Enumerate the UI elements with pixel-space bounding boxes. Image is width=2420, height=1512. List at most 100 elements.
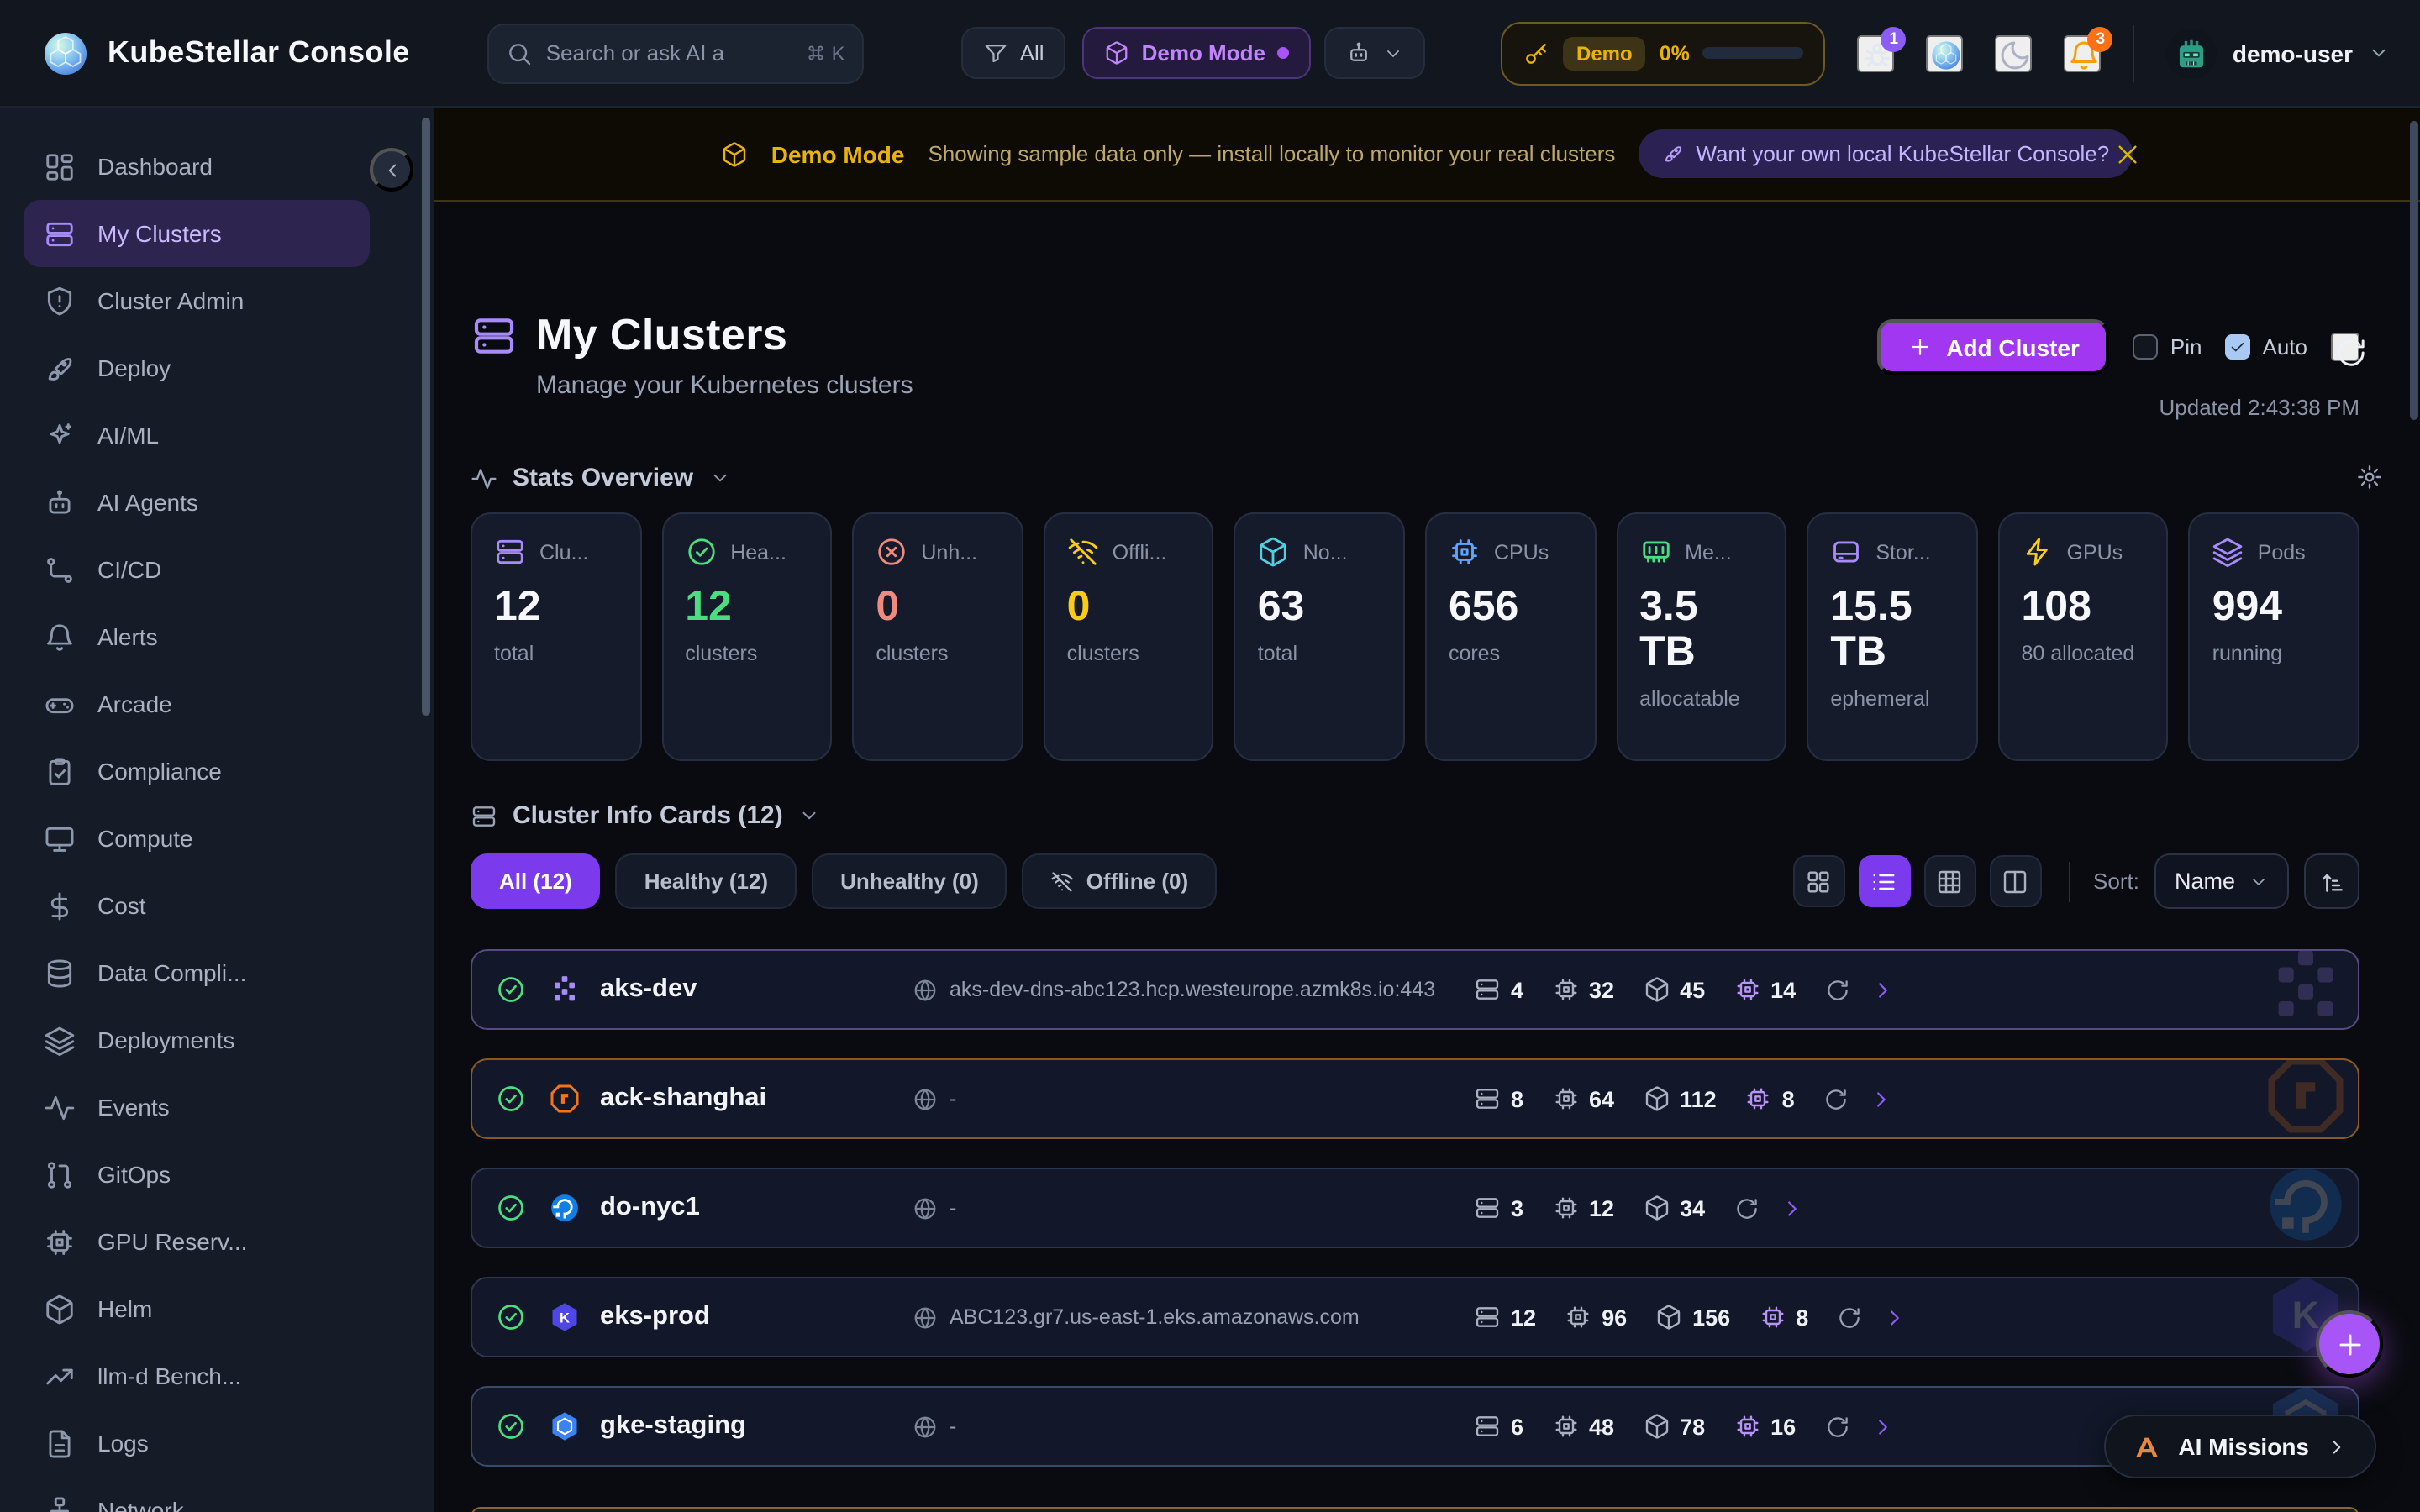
stat-card-pods[interactable]: Pods 994 running xyxy=(2188,512,2360,761)
pin-checkbox[interactable] xyxy=(2133,334,2159,360)
filter-all-button[interactable]: All xyxy=(960,27,1066,79)
view-grid-button[interactable] xyxy=(1792,855,1845,907)
cluster-row-do-nyc1[interactable]: do-nyc1 - 3 12 34 xyxy=(471,1168,2360,1248)
cluster-section-header[interactable]: Cluster Info Cards (12) xyxy=(471,801,2360,830)
stat-card-offli[interactable]: Offli... 0 clusters xyxy=(1043,512,1214,761)
sidebar-item-label: Network xyxy=(97,1497,184,1512)
sidebar-item-cluster-admin[interactable]: Cluster Admin xyxy=(24,267,370,334)
sidebar-item-cost[interactable]: Cost xyxy=(24,872,370,939)
sidebar-item-gitops[interactable]: GitOps xyxy=(24,1141,370,1208)
ai-missions-button[interactable]: AI Missions xyxy=(2104,1415,2376,1478)
demo-mode-pill[interactable]: Demo Mode xyxy=(1082,27,1311,79)
cluster-row-aks-dev[interactable]: aks-dev aks-dev-dns-abc123.hcp.westeurope… xyxy=(471,949,2360,1030)
search-box[interactable]: K xyxy=(487,23,864,83)
cluster-endpoint: ABC123.gr7.us-east-1.eks.amazonaws.com xyxy=(913,1305,1360,1330)
agent-menu-button[interactable] xyxy=(1323,27,1425,79)
pin-toggle[interactable]: Pin xyxy=(2133,334,2202,360)
cluster-row-ack-shanghai[interactable]: ack-shanghai - 8 64 112 8 xyxy=(471,1058,2360,1139)
sidebar-item-compute[interactable]: Compute xyxy=(24,805,370,872)
notifications-button[interactable]: 3 xyxy=(2064,26,2113,71)
sidebar-item-alerts[interactable]: Alerts xyxy=(24,603,370,670)
sidebar-item-llm-d-bench[interactable]: llm-d Bench... xyxy=(24,1342,370,1410)
stat-card-clu[interactable]: Clu... 12 total xyxy=(471,512,642,761)
view-columns-button[interactable] xyxy=(1989,855,2042,907)
auto-toggle[interactable]: Auto xyxy=(2225,334,2307,360)
sort-direction-button[interactable] xyxy=(2304,853,2360,909)
stat-card-gpus[interactable]: GPUs 108 80 allocated xyxy=(1997,512,2169,761)
theme-toggle-button[interactable] xyxy=(1995,34,2033,71)
tab-all[interactable]: All (12) xyxy=(471,853,601,909)
cluster-row-gke-staging[interactable]: gke-staging - 6 48 78 16 xyxy=(471,1386,2360,1467)
stat-card-cpus[interactable]: CPUs 656 cores xyxy=(1424,512,1597,761)
sidebar-item-ci-cd[interactable]: CI/CD xyxy=(24,536,370,603)
sidebar-item-ai-ml[interactable]: AI/ML xyxy=(24,402,370,469)
sidebar-item-arcade[interactable]: Arcade xyxy=(24,670,370,738)
stats-section-header[interactable]: Stats Overview xyxy=(471,464,2381,492)
row-refresh-icon[interactable] xyxy=(1837,1305,1862,1330)
add-cluster-button[interactable]: Add Cluster xyxy=(1877,319,2110,375)
row-expand-chevron-icon[interactable] xyxy=(1882,1305,1907,1330)
demo-usage-pill[interactable]: Demo 0% xyxy=(1501,21,1826,85)
banner-cta-link[interactable]: Want your own local KubeStellar Console? xyxy=(1639,129,2133,178)
row-refresh-icon[interactable] xyxy=(1824,1414,1849,1439)
stat-sub: running xyxy=(2212,642,2283,665)
sidebar-item-logs[interactable]: Logs xyxy=(24,1410,370,1477)
server-icon xyxy=(1474,1085,1501,1112)
stat-card-stor[interactable]: Stor... 15.5 TB ephemeral xyxy=(1807,512,1978,761)
stat-card-no[interactable]: No... 63 total xyxy=(1234,512,1405,761)
sidebar-item-my-clusters[interactable]: My Clusters xyxy=(24,200,370,267)
view-list-button[interactable] xyxy=(1858,855,1911,907)
sidebar-item-gpu-reserv[interactable]: GPU Reserv... xyxy=(24,1208,370,1275)
sidebar-item-events[interactable]: Events xyxy=(24,1074,370,1141)
healthy-check-icon xyxy=(496,1302,526,1332)
row-expand-chevron-icon[interactable] xyxy=(1779,1195,1804,1221)
cluster-name: eks-prod xyxy=(600,1302,710,1331)
user-menu[interactable]: demo-user xyxy=(2166,28,2390,78)
banner-close-icon[interactable] xyxy=(2114,140,2141,167)
sidebar-item-data-compli[interactable]: Data Compli... xyxy=(24,939,370,1006)
cpu-count: 32 xyxy=(1589,977,1615,1002)
tab-unhealthy[interactable]: Unhealthy (0) xyxy=(812,853,1007,909)
content: My Clusters Manage your Kubernetes clust… xyxy=(434,309,2420,1512)
workflow-icon xyxy=(44,554,76,585)
refresh-button[interactable] xyxy=(2331,333,2365,366)
stat-label: GPUs xyxy=(2066,540,2123,564)
row-expand-chevron-icon[interactable] xyxy=(1870,1414,1895,1439)
stat-card-unh[interactable]: Unh... 0 clusters xyxy=(852,512,1023,761)
row-refresh-icon[interactable] xyxy=(1824,977,1849,1002)
sort-select[interactable]: Name xyxy=(2154,853,2289,909)
search-input[interactable] xyxy=(545,40,792,66)
auto-checkbox[interactable] xyxy=(2225,334,2251,360)
sidebar-item-dashboard[interactable]: Dashboard xyxy=(24,133,370,200)
stats-settings-gear-icon[interactable] xyxy=(2356,464,2383,491)
layers-icon xyxy=(44,1024,76,1056)
search-icon xyxy=(506,39,533,66)
row-expand-chevron-icon[interactable] xyxy=(1870,977,1895,1002)
row-refresh-icon[interactable] xyxy=(1823,1086,1849,1111)
main-scrollbar[interactable] xyxy=(2410,121,2418,420)
sidebar-item-helm[interactable]: Helm xyxy=(24,1275,370,1342)
sidebar-item-compliance[interactable]: Compliance xyxy=(24,738,370,805)
stat-card-me[interactable]: Me... 3.5 TB allocatable xyxy=(1616,512,1787,761)
globe-icon xyxy=(913,977,938,1002)
tab-offline[interactable]: Offline (0) xyxy=(1022,853,1218,909)
sidebar-scrollbar[interactable] xyxy=(422,118,430,716)
sidebar-item-ai-agents[interactable]: AI Agents xyxy=(24,469,370,536)
globe-icon xyxy=(913,1086,938,1111)
bug-report-button[interactable]: 1 xyxy=(1857,26,1907,71)
server-icon xyxy=(471,312,518,359)
row-expand-chevron-icon[interactable] xyxy=(1869,1086,1894,1111)
fab-add-button[interactable] xyxy=(2316,1310,2383,1378)
view-table-button[interactable] xyxy=(1923,855,1976,907)
sidebar-item-label: Helm xyxy=(97,1295,153,1322)
tab-healthy[interactable]: Healthy (12) xyxy=(615,853,797,909)
sidebar-collapse-button[interactable] xyxy=(370,148,413,192)
sidebar-item-deployments[interactable]: Deployments xyxy=(24,1006,370,1074)
sidebar-item-network[interactable]: Network xyxy=(24,1477,370,1512)
sidebar-item-deploy[interactable]: Deploy xyxy=(24,334,370,402)
kubestellar-orb-button[interactable] xyxy=(1926,34,1964,71)
stat-card-hea[interactable]: Hea... 12 clusters xyxy=(661,512,833,761)
row-refresh-icon[interactable] xyxy=(1733,1195,1759,1221)
provider-aks-icon xyxy=(548,973,581,1006)
